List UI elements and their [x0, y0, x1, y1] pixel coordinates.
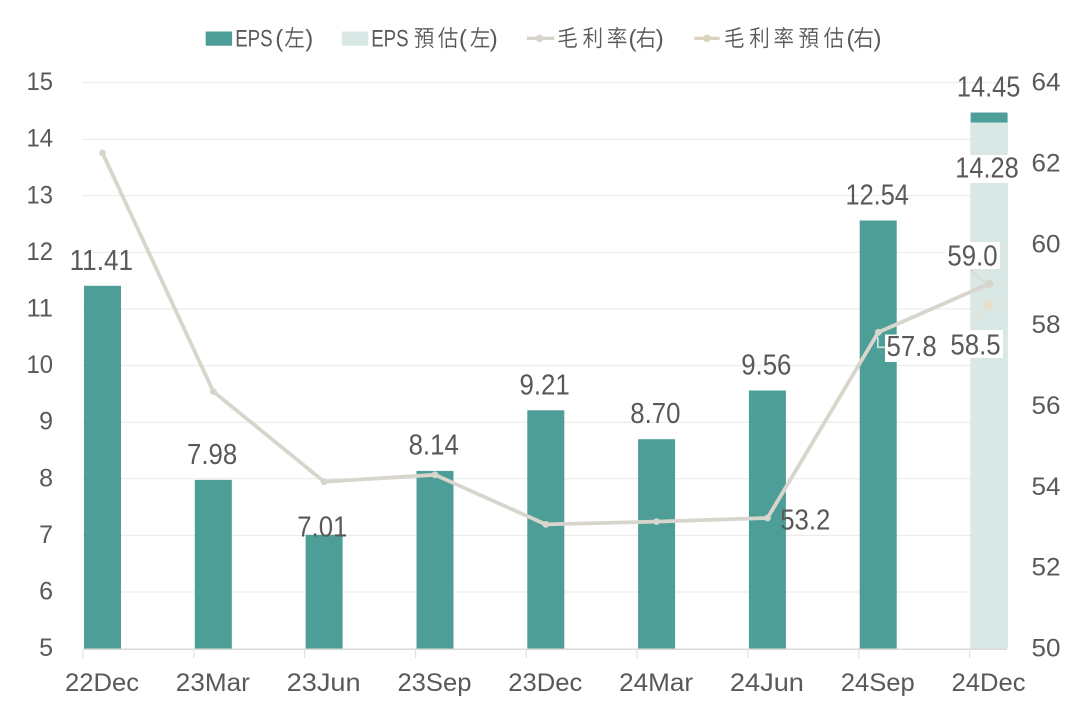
svg-text:7: 7	[39, 521, 53, 549]
svg-text:13: 13	[27, 181, 54, 209]
svg-text:10: 10	[27, 351, 54, 379]
svg-text:50: 50	[1032, 635, 1061, 663]
svg-text:62: 62	[1032, 149, 1061, 177]
svg-text:59.0: 59.0	[947, 240, 997, 272]
svg-text:24Sep: 24Sep	[841, 669, 915, 697]
svg-text:): )	[490, 25, 498, 52]
svg-text:8.70: 8.70	[630, 398, 680, 430]
svg-text:): )	[874, 25, 882, 52]
svg-text:57.8: 57.8	[887, 331, 937, 363]
svg-text:54: 54	[1032, 473, 1061, 501]
svg-text:24Dec: 24Dec	[952, 669, 1026, 697]
svg-text:7.98: 7.98	[187, 439, 237, 471]
svg-text:60: 60	[1032, 230, 1061, 258]
svg-text:7.01: 7.01	[297, 512, 347, 544]
svg-text:14: 14	[27, 125, 54, 153]
svg-text:52: 52	[1032, 554, 1061, 582]
svg-text:15: 15	[27, 68, 54, 96]
svg-text:8: 8	[39, 464, 53, 492]
svg-text:12.54: 12.54	[846, 179, 909, 211]
svg-text:56: 56	[1032, 392, 1061, 420]
svg-text:53.2: 53.2	[780, 505, 830, 537]
svg-text:23Dec: 23Dec	[508, 669, 582, 697]
svg-text:9.56: 9.56	[741, 350, 791, 382]
svg-text:24Jun: 24Jun	[730, 669, 804, 697]
svg-text:23Mar: 23Mar	[176, 669, 250, 697]
svg-text:11: 11	[27, 295, 54, 323]
svg-text:11.41: 11.41	[70, 245, 133, 277]
svg-text:14.28: 14.28	[955, 152, 1018, 184]
svg-text:24Mar: 24Mar	[619, 669, 693, 697]
svg-text:9.21: 9.21	[520, 369, 570, 401]
svg-text:22Dec: 22Dec	[65, 669, 139, 697]
svg-text:): )	[656, 25, 664, 52]
svg-text:12: 12	[27, 238, 54, 266]
svg-text:(: (	[459, 25, 468, 52]
svg-text:64: 64	[1032, 69, 1061, 97]
svg-text:): )	[305, 25, 313, 52]
svg-text:(: (	[629, 25, 638, 52]
svg-text:23Jun: 23Jun	[287, 669, 361, 697]
svg-text:58: 58	[1032, 311, 1061, 339]
svg-text:5: 5	[39, 634, 53, 662]
svg-text:23Sep: 23Sep	[397, 669, 471, 697]
svg-text:6: 6	[39, 578, 53, 606]
svg-text:14.45: 14.45	[957, 71, 1020, 103]
svg-text:58.5: 58.5	[950, 329, 1000, 361]
svg-text:EPS: EPS	[235, 25, 272, 52]
svg-text:8.14: 8.14	[409, 429, 459, 461]
svg-text:(: (	[275, 25, 284, 52]
svg-text:9: 9	[39, 408, 53, 436]
svg-text:EPS: EPS	[371, 25, 408, 52]
svg-text:(: (	[847, 25, 856, 52]
